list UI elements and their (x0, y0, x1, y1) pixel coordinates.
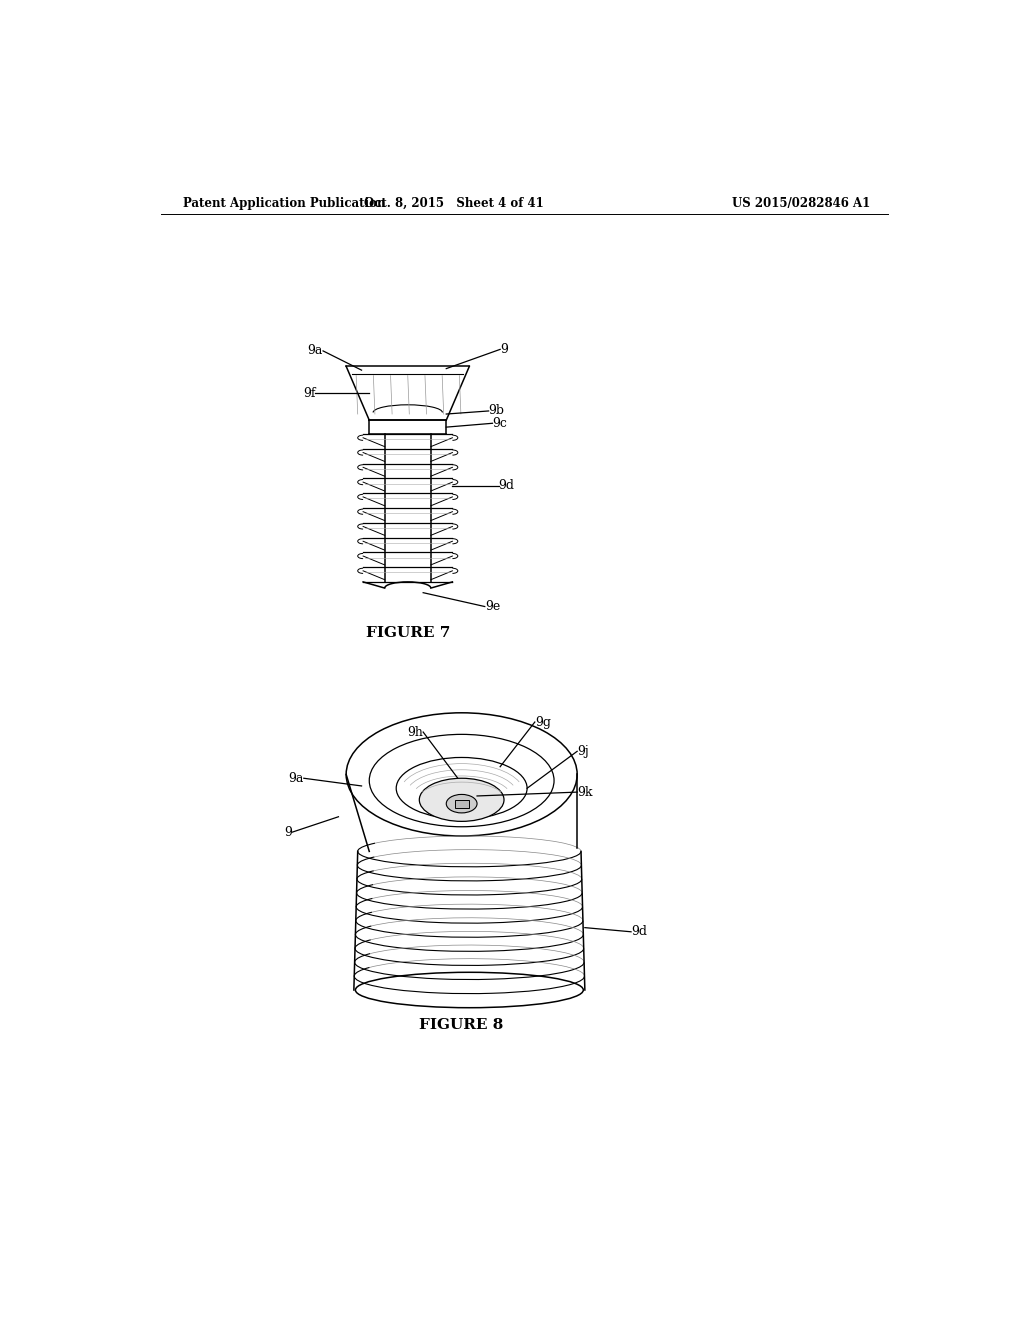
Ellipse shape (419, 779, 504, 821)
Text: 9b: 9b (488, 404, 505, 417)
Text: Patent Application Publication: Patent Application Publication (183, 197, 385, 210)
Text: 9g: 9g (535, 715, 551, 729)
Text: 9f: 9f (303, 387, 315, 400)
Text: 9a: 9a (307, 345, 323, 358)
Text: 9a: 9a (289, 772, 304, 785)
Text: 9: 9 (500, 343, 508, 356)
Text: 9k: 9k (578, 785, 593, 799)
Text: 9e: 9e (484, 601, 500, 612)
Ellipse shape (446, 795, 477, 813)
Text: US 2015/0282846 A1: US 2015/0282846 A1 (731, 197, 869, 210)
Text: 9c: 9c (493, 417, 507, 430)
Text: 9j: 9j (578, 744, 589, 758)
Text: FIGURE 8: FIGURE 8 (420, 1018, 504, 1032)
Text: 9d: 9d (499, 479, 515, 492)
Text: 9: 9 (285, 825, 292, 838)
Polygon shape (455, 800, 469, 808)
Text: FIGURE 7: FIGURE 7 (366, 626, 450, 640)
Text: 9h: 9h (408, 726, 423, 739)
Text: Oct. 8, 2015   Sheet 4 of 41: Oct. 8, 2015 Sheet 4 of 41 (365, 197, 544, 210)
Text: 9d: 9d (631, 925, 647, 939)
